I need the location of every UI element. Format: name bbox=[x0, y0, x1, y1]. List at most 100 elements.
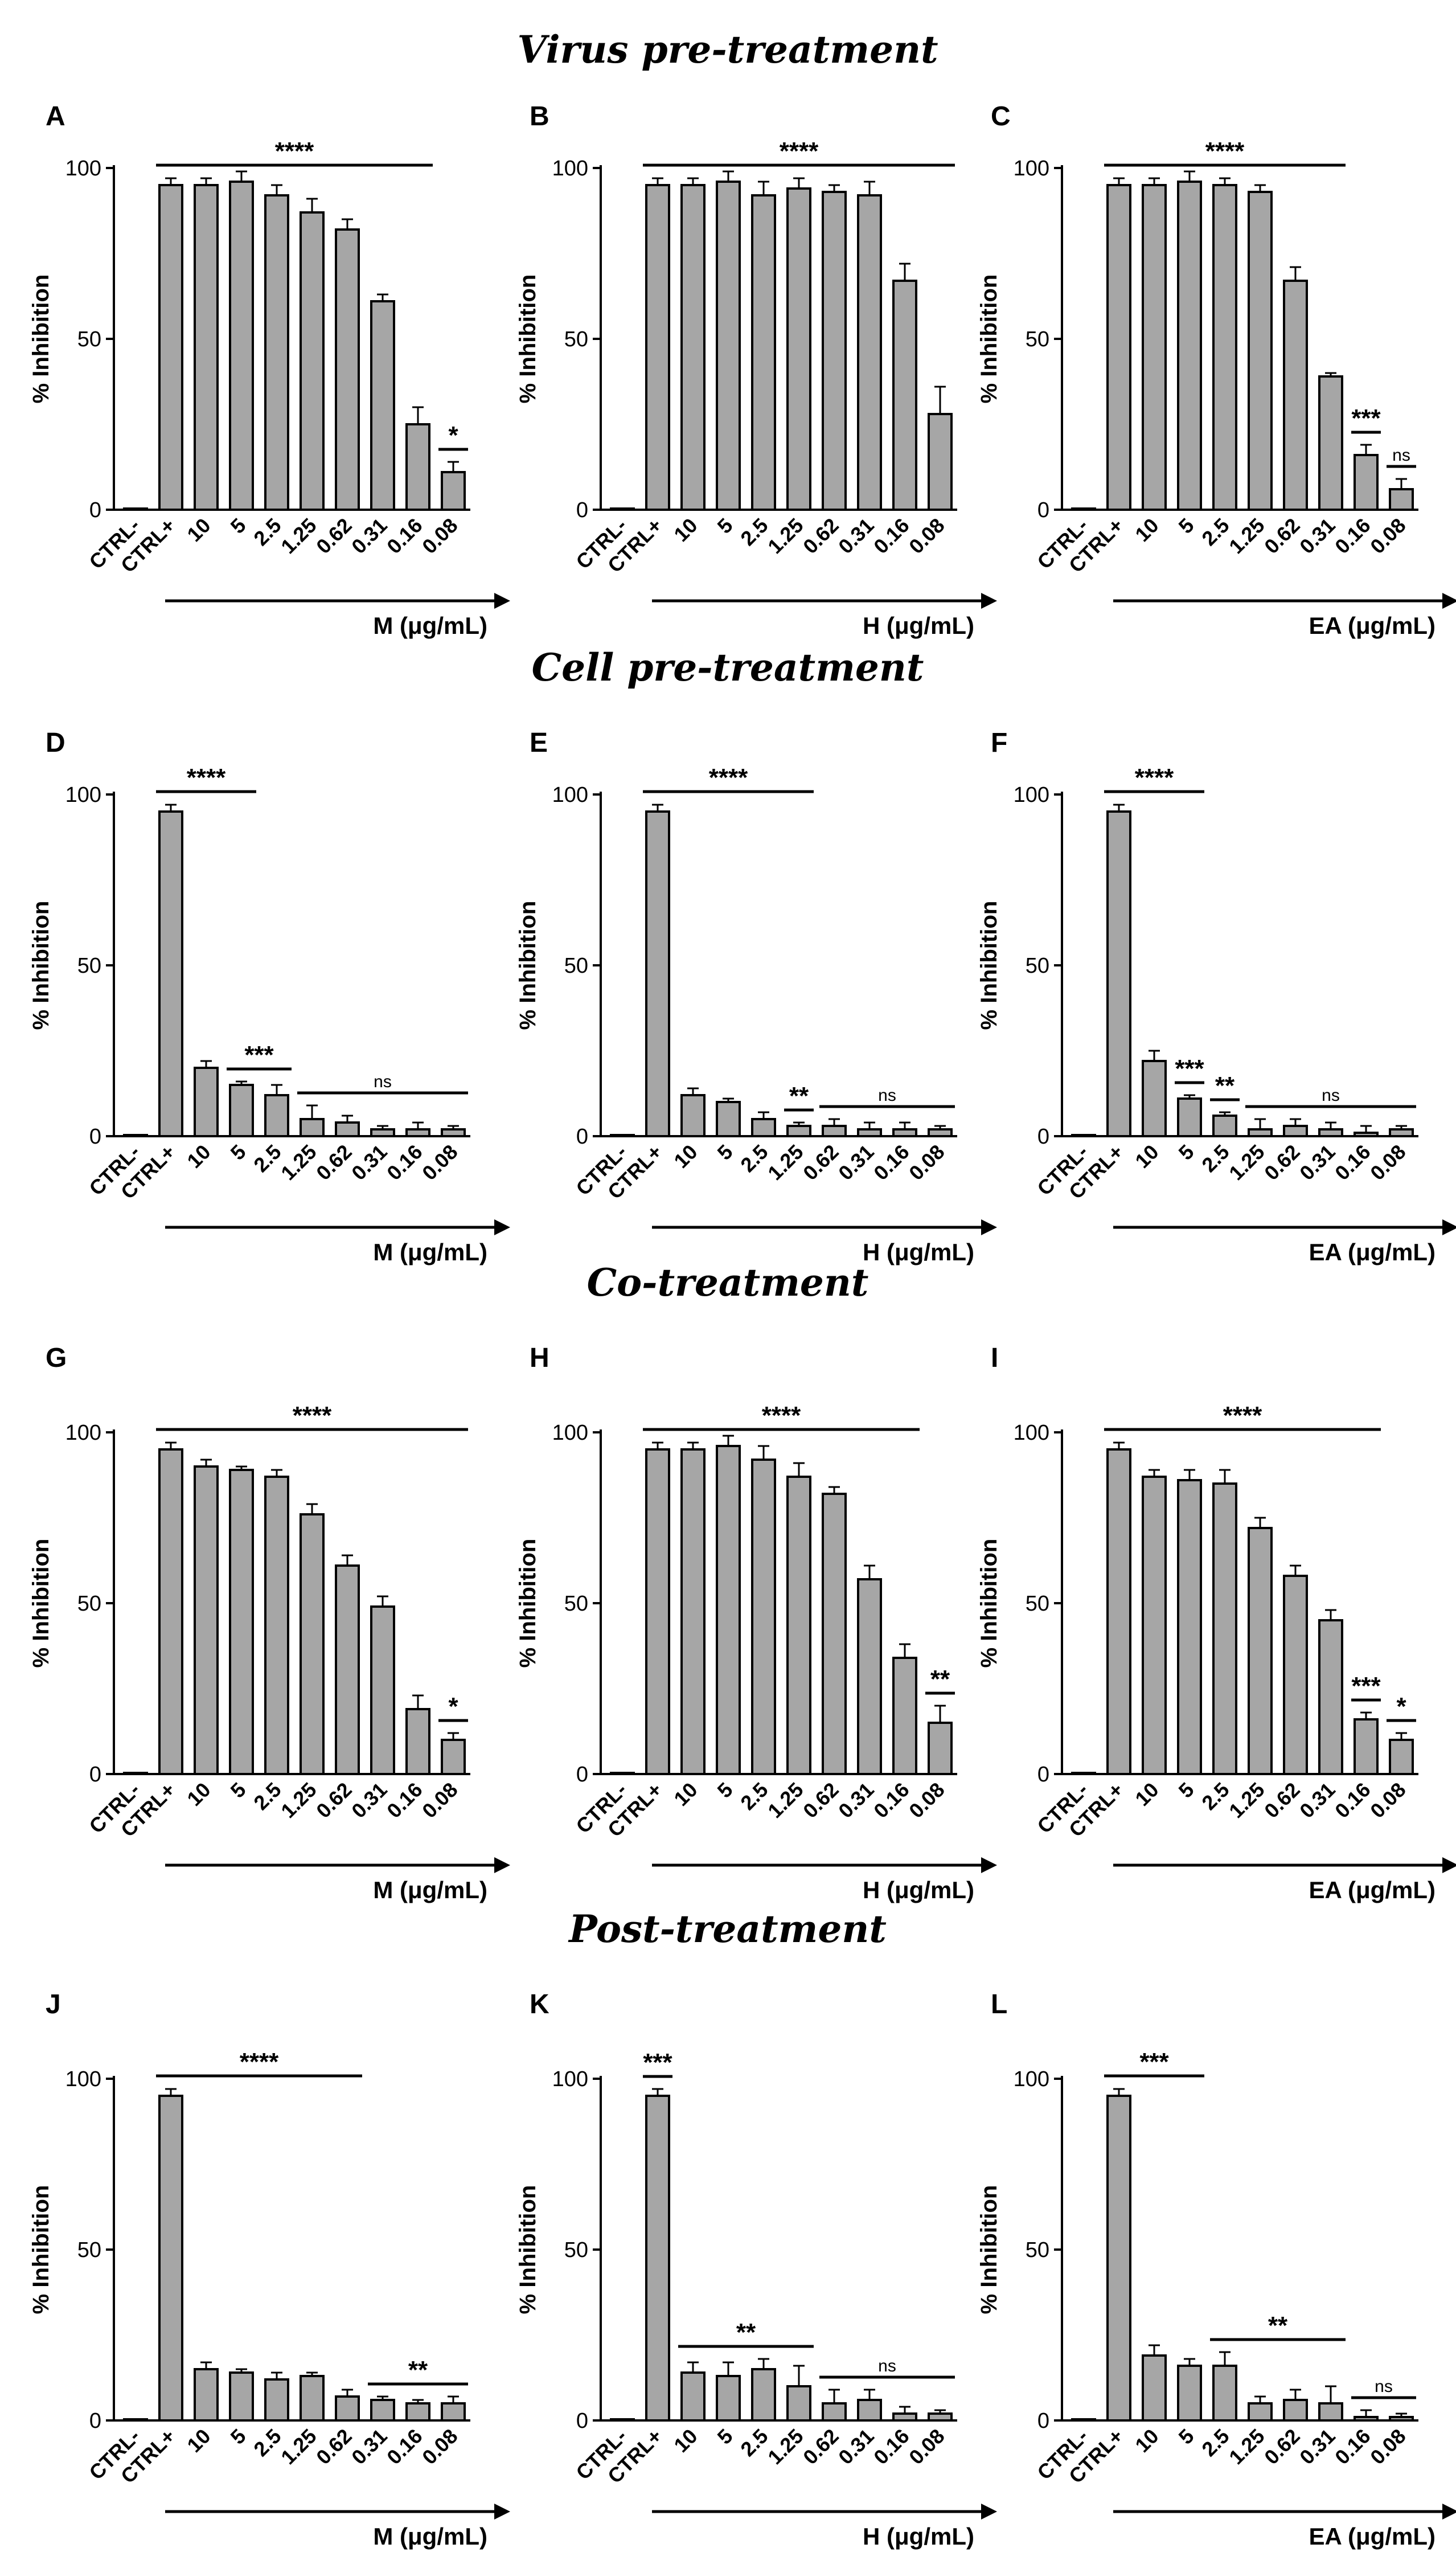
bar-b-9 bbox=[928, 413, 953, 511]
significance-stars: *** bbox=[643, 2049, 672, 2076]
x-tick-label: 5 bbox=[713, 1778, 737, 1803]
x-tick-label: 0.16 bbox=[1330, 2424, 1375, 2469]
x-tick-label: 1.25 bbox=[763, 514, 808, 559]
y-axis-label-h: % Inhibition bbox=[515, 1539, 540, 1668]
x-tick-label: 10 bbox=[669, 514, 702, 546]
y-tick-label: 50 bbox=[564, 1592, 588, 1616]
significance-stars: * bbox=[448, 421, 458, 449]
x-tick-label: 5 bbox=[1174, 1778, 1199, 1803]
x-tick-label: 0.62 bbox=[798, 1778, 843, 1823]
x-tick-label: 0.16 bbox=[382, 1778, 427, 1823]
significance-stars: * bbox=[1396, 1693, 1406, 1721]
x-tick-label: 0.16 bbox=[1330, 1778, 1375, 1823]
y-tick-label: 0 bbox=[576, 498, 588, 522]
x-axis-label-l: EA (μg/mL) bbox=[1309, 2523, 1436, 2550]
y-tick-label: 0 bbox=[576, 2409, 588, 2433]
y-tick-label: 50 bbox=[77, 327, 101, 351]
bar-a-9 bbox=[441, 471, 466, 511]
bar-j-3 bbox=[229, 2371, 254, 2422]
y-tick-label: 0 bbox=[576, 1125, 588, 1149]
x-tick-label: 0.62 bbox=[798, 514, 843, 559]
significance-stars: **** bbox=[709, 764, 748, 792]
x-tick-label: 0.08 bbox=[904, 2424, 949, 2469]
y-tick-label: 0 bbox=[1037, 498, 1049, 522]
bar-k-1 bbox=[645, 2095, 670, 2422]
y-tick-label: 100 bbox=[552, 1421, 588, 1445]
y-tick-label: 0 bbox=[1037, 1763, 1049, 1787]
panel-letter-b: B bbox=[530, 101, 549, 132]
x-tick-label: 0.31 bbox=[834, 1140, 879, 1185]
x-tick-label: 0.16 bbox=[382, 1140, 427, 1185]
x-axis-label-h: H (μg/mL) bbox=[863, 1877, 974, 1903]
bar-c-1 bbox=[1106, 184, 1131, 511]
section-title-post-treatment: Post-treatment bbox=[568, 1907, 887, 1951]
x-tick-label: 1.25 bbox=[276, 1778, 321, 1823]
bar-l-3 bbox=[1177, 2365, 1202, 2422]
y-tick-label: 0 bbox=[89, 1763, 101, 1787]
bar-a-8 bbox=[405, 423, 430, 511]
bar-b-6 bbox=[822, 191, 847, 511]
y-tick-label: 0 bbox=[89, 498, 101, 522]
arrow-head-icon bbox=[494, 1219, 510, 1235]
bar-b-5 bbox=[786, 187, 811, 511]
bar-c-5 bbox=[1248, 191, 1273, 511]
y-axis-label-i: % Inhibition bbox=[977, 1539, 1002, 1668]
bar-g-5 bbox=[300, 1513, 325, 1775]
bar-h-8 bbox=[892, 1657, 917, 1775]
bar-a-6 bbox=[335, 228, 360, 511]
bar-k-5 bbox=[786, 2385, 811, 2422]
panel-letter-i: I bbox=[991, 1343, 998, 1373]
bar-d-1 bbox=[158, 810, 183, 1137]
x-tick-label: 0.31 bbox=[1295, 514, 1340, 559]
x-tick-label: 10 bbox=[182, 514, 215, 546]
x-tick-label: 10 bbox=[182, 2424, 215, 2457]
x-tick-label: 5 bbox=[226, 1778, 251, 1803]
x-tick-label: 0.08 bbox=[904, 1140, 949, 1185]
significance-stars: ** bbox=[1215, 1072, 1235, 1100]
significance-stars: **** bbox=[1205, 137, 1245, 165]
bar-d-4 bbox=[264, 1094, 289, 1137]
bar-i-3 bbox=[1177, 1479, 1202, 1775]
bar-g-4 bbox=[264, 1476, 289, 1775]
bar-c-3 bbox=[1177, 181, 1202, 511]
significance-stars: **** bbox=[780, 137, 819, 165]
x-tick-label: 1.25 bbox=[763, 1778, 808, 1823]
bar-b-2 bbox=[680, 184, 706, 511]
bar-d-3 bbox=[229, 1084, 254, 1137]
x-tick-label: 0.16 bbox=[382, 514, 427, 559]
bar-h-1 bbox=[645, 1448, 670, 1775]
bar-e-2 bbox=[680, 1094, 706, 1137]
bar-i-8 bbox=[1354, 1718, 1379, 1775]
x-tick-label: 5 bbox=[713, 514, 737, 538]
bar-c-9 bbox=[1389, 488, 1414, 511]
bar-l-7 bbox=[1318, 2402, 1343, 2422]
significance-stars: **** bbox=[762, 1402, 801, 1429]
y-tick-label: 100 bbox=[65, 783, 101, 807]
bar-g-3 bbox=[229, 1469, 254, 1775]
bar-h-2 bbox=[680, 1448, 706, 1775]
bar-e-4 bbox=[751, 1118, 776, 1137]
x-tick-label: 10 bbox=[1130, 2424, 1163, 2457]
x-tick-label: 1.25 bbox=[1224, 1778, 1269, 1823]
x-tick-label: 1.25 bbox=[763, 2424, 808, 2469]
x-tick-label: 0.08 bbox=[1365, 514, 1410, 559]
x-tick-label: 5 bbox=[1174, 1140, 1199, 1165]
bar-j-6 bbox=[335, 2395, 360, 2422]
significance-stars: *** bbox=[1351, 404, 1381, 432]
x-axis-label-a: M (μg/mL) bbox=[373, 612, 487, 639]
bar-c-7 bbox=[1318, 375, 1343, 511]
y-tick-label: 100 bbox=[552, 2067, 588, 2091]
y-axis-label-b: % Inhibition bbox=[515, 275, 540, 404]
significance-stars: *** bbox=[1175, 1055, 1204, 1083]
arrow-head-icon bbox=[981, 593, 997, 609]
y-tick-label: 0 bbox=[89, 2409, 101, 2433]
bar-l-2 bbox=[1142, 2354, 1167, 2422]
bar-h-4 bbox=[751, 1459, 776, 1775]
x-tick-label: 0.62 bbox=[1260, 1140, 1305, 1185]
